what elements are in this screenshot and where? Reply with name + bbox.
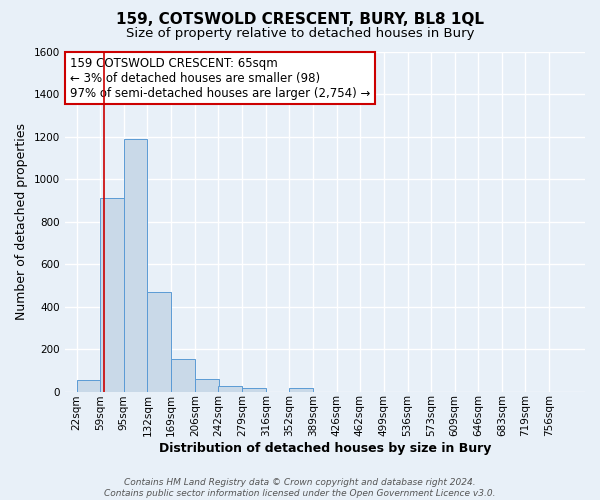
Bar: [242, 388, 266, 392]
X-axis label: Distribution of detached houses by size in Bury: Distribution of detached houses by size …: [158, 442, 491, 455]
Bar: [100, 198, 124, 392]
Y-axis label: Number of detached properties: Number of detached properties: [15, 123, 28, 320]
Bar: [195, 379, 219, 392]
Text: 159, COTSWOLD CRESCENT, BURY, BL8 1QL: 159, COTSWOLD CRESCENT, BURY, BL8 1QL: [116, 12, 484, 28]
Text: 159 COTSWOLD CRESCENT: 65sqm
← 3% of detached houses are smaller (98)
97% of sem: 159 COTSWOLD CRESCENT: 65sqm ← 3% of det…: [70, 56, 370, 100]
Bar: [171, 359, 195, 392]
Bar: [124, 138, 148, 392]
Text: Size of property relative to detached houses in Bury: Size of property relative to detached ho…: [126, 28, 474, 40]
Bar: [148, 292, 171, 392]
Bar: [77, 380, 100, 392]
Text: Contains HM Land Registry data © Crown copyright and database right 2024.
Contai: Contains HM Land Registry data © Crown c…: [104, 478, 496, 498]
Bar: [218, 386, 242, 392]
Bar: [289, 388, 313, 392]
